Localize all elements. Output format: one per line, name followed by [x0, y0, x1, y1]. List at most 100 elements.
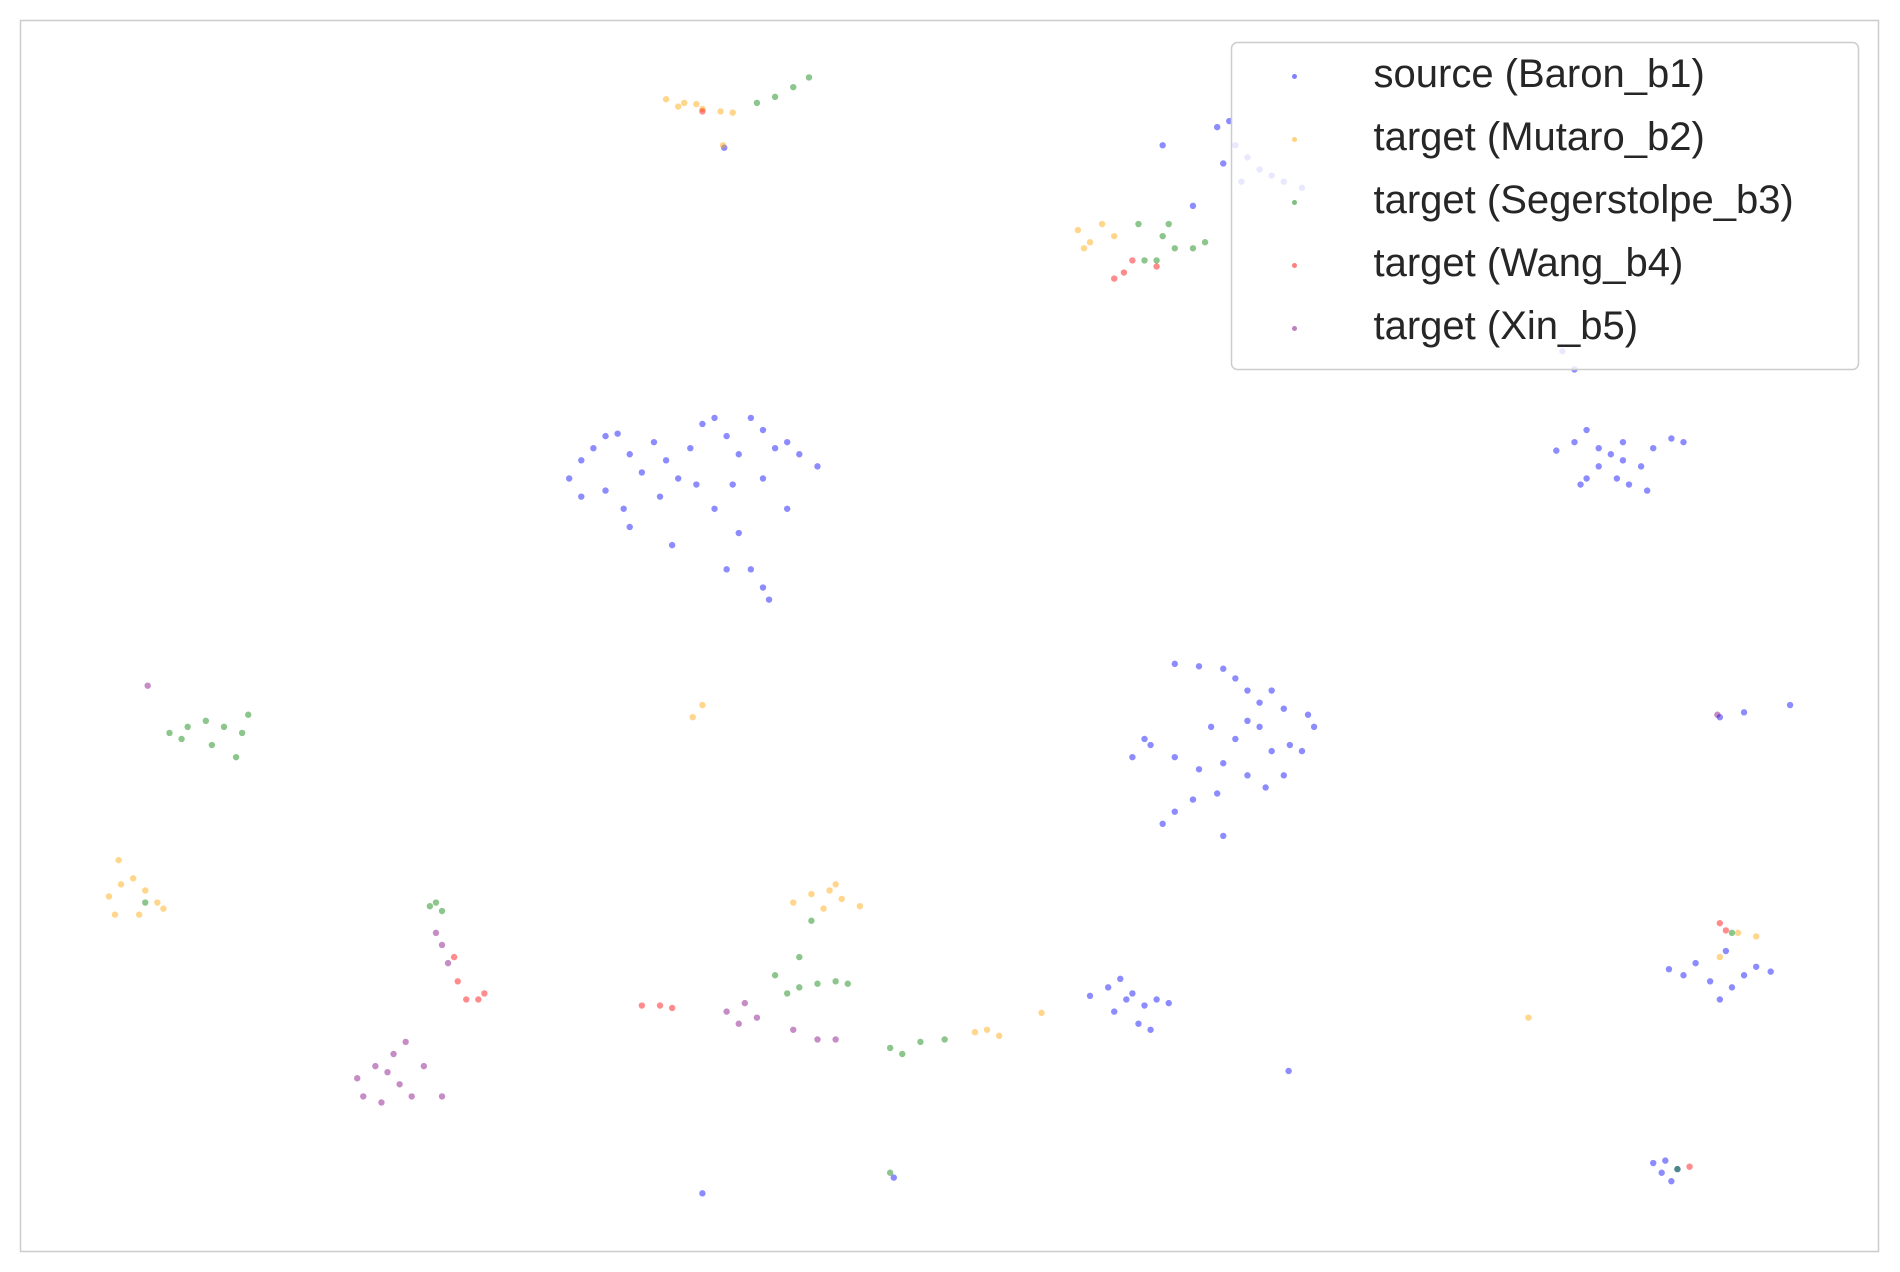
scatter-point	[890, 1174, 897, 1181]
scatter-point	[650, 438, 658, 446]
scatter-point	[135, 911, 143, 918]
scatter-point	[1129, 257, 1136, 264]
scatter-point	[729, 481, 736, 488]
scatter-point	[783, 438, 791, 446]
scatter-point	[735, 1020, 742, 1027]
scatter-point	[1086, 992, 1094, 1000]
scatter-point	[1201, 239, 1209, 246]
scatter-point	[438, 1093, 446, 1100]
scatter-point	[166, 729, 173, 737]
scatter-point	[1310, 723, 1318, 731]
scatter-point	[699, 105, 706, 113]
scatter-point	[620, 505, 627, 512]
scatter-point	[475, 996, 482, 1003]
legend-marker	[1292, 200, 1297, 205]
scatter-point	[638, 469, 646, 476]
scatter-point	[796, 984, 803, 991]
scatter-point	[105, 893, 113, 900]
scatter-point	[1643, 487, 1651, 494]
legend-box	[1230, 41, 1860, 371]
scatter-point	[971, 1028, 979, 1036]
scatter-point	[662, 96, 670, 103]
scatter-point	[681, 99, 688, 107]
scatter-point	[1165, 999, 1172, 1007]
scatter-point	[626, 451, 633, 458]
scatter-point	[687, 444, 694, 452]
scatter-point	[1692, 959, 1699, 967]
scatter-point	[1232, 675, 1239, 682]
scatter-point	[208, 741, 216, 749]
scatter-point	[1686, 1163, 1693, 1170]
scatter-point	[1123, 996, 1130, 1003]
scatter-point	[602, 487, 609, 494]
scatter-point	[602, 432, 609, 440]
scatter-point	[111, 911, 119, 918]
scatter-point	[1220, 665, 1227, 672]
scatter-point	[1716, 919, 1724, 927]
scatter-point	[1159, 820, 1166, 828]
scatter-point	[656, 493, 664, 500]
legend-marker	[1292, 137, 1297, 142]
scatter-point	[1619, 457, 1627, 464]
scatter-point	[1117, 975, 1124, 983]
scatter-point	[1129, 990, 1136, 997]
scatter-point	[1111, 232, 1118, 240]
scatter-point	[354, 1075, 361, 1082]
scatter-point	[790, 899, 797, 906]
scatter-point	[1129, 753, 1136, 761]
legend-label: target (Segerstolpe_b3)	[1374, 178, 1794, 222]
scatter-point	[438, 907, 446, 915]
legend-label: target (Xin_b5)	[1374, 304, 1639, 348]
scatter-point	[1080, 245, 1088, 252]
scatter-point	[856, 902, 864, 910]
scatter-point	[1665, 965, 1673, 973]
scatter-point	[432, 899, 440, 906]
scatter-point	[402, 1038, 409, 1046]
scatter-point	[142, 887, 149, 894]
scatter-point	[917, 1038, 924, 1046]
scatter-point	[1262, 784, 1269, 791]
scatter-point	[693, 100, 700, 108]
scatter-point	[614, 430, 621, 437]
scatter-point	[565, 475, 573, 482]
scatter-point	[1171, 808, 1178, 815]
scatter-point	[1650, 1159, 1657, 1167]
scatter-point	[1674, 1165, 1681, 1173]
scatter-point	[753, 99, 761, 107]
scatter-point	[1120, 269, 1128, 276]
scatter-point	[711, 414, 718, 422]
scatter-point	[886, 1044, 894, 1052]
scatter-point	[1674, 1165, 1681, 1173]
legend-label: target (Wang_b4)	[1374, 241, 1684, 285]
scatter-point	[142, 899, 149, 906]
scatter-point	[1256, 699, 1263, 706]
scatter-point	[384, 1068, 391, 1076]
scatter-point	[693, 481, 700, 488]
scatter-point	[1244, 717, 1251, 725]
scatter-point	[420, 1062, 428, 1070]
scatter-point	[1680, 972, 1687, 979]
scatter-point	[820, 905, 827, 912]
scatter-point	[1207, 723, 1215, 731]
scatter-point	[1752, 933, 1760, 940]
scatter-point	[699, 1190, 706, 1197]
scatter-point	[1171, 753, 1178, 761]
scatter-point	[1304, 711, 1312, 718]
scatter-point	[1716, 713, 1724, 721]
scatter-point	[1577, 481, 1584, 488]
scatter-point	[432, 929, 440, 937]
scatter-point	[1135, 220, 1142, 228]
scatter-point	[1147, 741, 1154, 749]
scatter-point	[674, 475, 682, 482]
scatter-point	[753, 1014, 761, 1021]
scatter-point	[721, 144, 728, 151]
scatter-point	[1220, 832, 1227, 840]
scatter-point	[1153, 257, 1160, 264]
scatter-point	[1171, 660, 1178, 668]
scatter-point	[814, 980, 821, 987]
scatter-point	[408, 1093, 415, 1100]
scatter-point	[668, 1004, 676, 1012]
scatter-point	[1171, 245, 1178, 252]
scatter-point	[1268, 747, 1275, 755]
scatter-point	[1637, 463, 1645, 470]
